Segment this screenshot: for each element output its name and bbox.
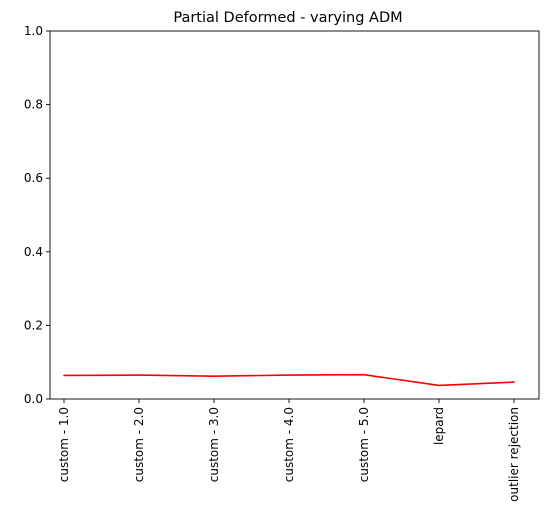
data-point [63, 374, 65, 377]
y-tick-label: 0.6 [24, 171, 43, 185]
x-tick-label: custom - 1.0 [57, 407, 71, 482]
y-tick-label: 0.4 [24, 245, 43, 259]
data-point [138, 374, 140, 376]
x-tick-label: outlier rejection [507, 407, 521, 502]
data-point [438, 384, 440, 387]
data-point [513, 381, 515, 383]
plot-frame [49, 30, 540, 400]
data-point [213, 375, 215, 377]
data-point [363, 373, 365, 376]
y-tick-label: 0.0 [24, 392, 43, 406]
y-tick-label: 0.2 [24, 318, 43, 332]
y-tick-label: 1.0 [24, 24, 43, 38]
plot-area: 0.0 0.2 0.4 0.6 0.8 1.0 custom - 1.0 custom - 2… [24, 24, 540, 502]
x-tick-label: lepard [432, 407, 446, 445]
chart-title: Partial Deformed - varying ADM [173, 10, 402, 26]
x-tick-label: custom - 2.0 [132, 407, 146, 482]
x-tick-label: custom - 3.0 [207, 407, 221, 482]
y-tick-label: 0.8 [24, 98, 43, 112]
data-point [288, 374, 290, 376]
x-tick-label: custom - 4.0 [282, 407, 296, 482]
series-line [63, 373, 515, 387]
x-tick-label: custom - 5.0 [357, 407, 371, 482]
